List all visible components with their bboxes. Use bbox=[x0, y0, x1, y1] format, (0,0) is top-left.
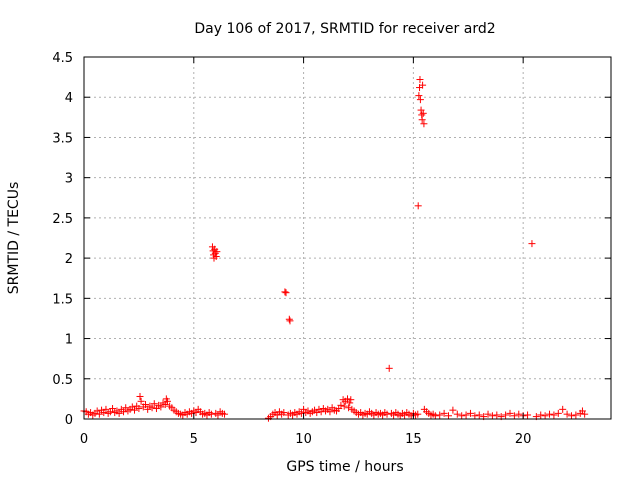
data-point bbox=[458, 412, 466, 420]
data-point bbox=[414, 410, 422, 418]
data-point bbox=[484, 410, 492, 418]
data-point bbox=[550, 411, 558, 419]
data-point bbox=[510, 412, 518, 420]
data-point bbox=[286, 317, 294, 325]
data-point bbox=[148, 404, 156, 412]
data-point bbox=[95, 410, 103, 418]
data-point bbox=[471, 412, 479, 420]
y-tick-label: 4.5 bbox=[52, 51, 73, 66]
data-point bbox=[524, 411, 532, 419]
data-point bbox=[436, 411, 444, 419]
data-point bbox=[515, 410, 523, 418]
x-tick-label: 0 bbox=[80, 432, 88, 447]
data-point bbox=[221, 410, 229, 418]
data-point bbox=[212, 253, 220, 261]
data-point bbox=[211, 249, 219, 257]
data-point bbox=[137, 397, 145, 405]
data-point bbox=[475, 411, 483, 419]
data-point bbox=[506, 409, 514, 417]
data-point bbox=[102, 405, 110, 413]
data-point bbox=[419, 109, 427, 117]
data-point bbox=[416, 76, 424, 84]
data-point bbox=[385, 364, 393, 372]
data-point bbox=[414, 202, 422, 210]
y-tick-label: 4 bbox=[65, 91, 73, 106]
data-point bbox=[502, 411, 510, 419]
data-point bbox=[537, 411, 545, 419]
data-point bbox=[157, 403, 165, 411]
data-point bbox=[440, 409, 448, 417]
y-tick-label: 1.5 bbox=[52, 292, 73, 307]
y-tick-label: 2.5 bbox=[52, 212, 73, 227]
data-point bbox=[546, 410, 554, 418]
data-point bbox=[347, 396, 355, 404]
data-point bbox=[493, 411, 501, 419]
tick-marks bbox=[83, 56, 611, 420]
y-tick-label: 2 bbox=[65, 252, 73, 267]
data-point bbox=[285, 315, 293, 323]
y-axis-label: SRMTID / TECUs bbox=[6, 182, 22, 295]
data-point bbox=[280, 409, 288, 417]
data-point bbox=[466, 409, 474, 417]
data-point bbox=[207, 410, 215, 418]
data-point bbox=[326, 408, 334, 416]
data-point bbox=[344, 395, 351, 403]
data-point bbox=[581, 410, 589, 418]
data-point bbox=[445, 412, 453, 420]
x-tick-label: 15 bbox=[405, 432, 422, 447]
data-point bbox=[462, 411, 470, 419]
data-point bbox=[345, 404, 353, 412]
data-point bbox=[528, 240, 536, 248]
data-point bbox=[541, 412, 549, 420]
data-point bbox=[337, 401, 345, 409]
data-point bbox=[563, 410, 571, 418]
data-point bbox=[453, 410, 461, 418]
y-tick-label: 0.5 bbox=[52, 373, 73, 388]
data-point bbox=[109, 405, 117, 413]
data-point bbox=[340, 402, 348, 410]
data-point bbox=[554, 409, 562, 417]
y-tick-label: 0 bbox=[65, 413, 73, 428]
x-axis-label: GPS time / hours bbox=[286, 459, 403, 475]
data-point bbox=[559, 405, 567, 413]
y-tick-label: 3 bbox=[65, 172, 73, 187]
x-tick-label: 5 bbox=[190, 432, 198, 447]
data-point bbox=[213, 248, 221, 256]
data-point bbox=[150, 400, 158, 408]
data-points bbox=[80, 76, 589, 422]
data-point bbox=[281, 288, 289, 296]
data-point bbox=[120, 408, 128, 416]
data-point bbox=[449, 406, 457, 414]
y-tick-label: 1 bbox=[65, 333, 73, 348]
x-tick-label: 20 bbox=[515, 432, 532, 447]
data-point bbox=[282, 289, 290, 297]
data-point bbox=[131, 406, 139, 414]
data-point bbox=[572, 411, 580, 419]
data-point bbox=[567, 412, 575, 420]
data-point bbox=[419, 81, 427, 89]
plot-frame bbox=[83, 56, 612, 420]
data-point bbox=[346, 399, 354, 407]
x-tick-label: 10 bbox=[295, 432, 312, 447]
data-point bbox=[488, 412, 496, 420]
data-point bbox=[415, 92, 423, 100]
data-point bbox=[135, 405, 143, 413]
data-point bbox=[431, 412, 439, 420]
data-point bbox=[115, 409, 123, 417]
data-point bbox=[420, 120, 428, 128]
y-tick-label: 3.5 bbox=[52, 131, 73, 146]
data-point bbox=[416, 96, 424, 104]
data-point bbox=[163, 397, 171, 405]
tick-labels: 0 0.5 1 1.5 2 2.5 3 3.5 4 4.5 0 5 10 15 20 bbox=[52, 51, 531, 447]
data-point bbox=[418, 116, 426, 124]
data-point bbox=[141, 401, 149, 409]
data-point bbox=[383, 410, 391, 418]
chart-title: Day 106 of 2017, SRMTID for receiver ard… bbox=[194, 21, 495, 37]
grid bbox=[84, 57, 611, 419]
data-point bbox=[136, 392, 144, 400]
